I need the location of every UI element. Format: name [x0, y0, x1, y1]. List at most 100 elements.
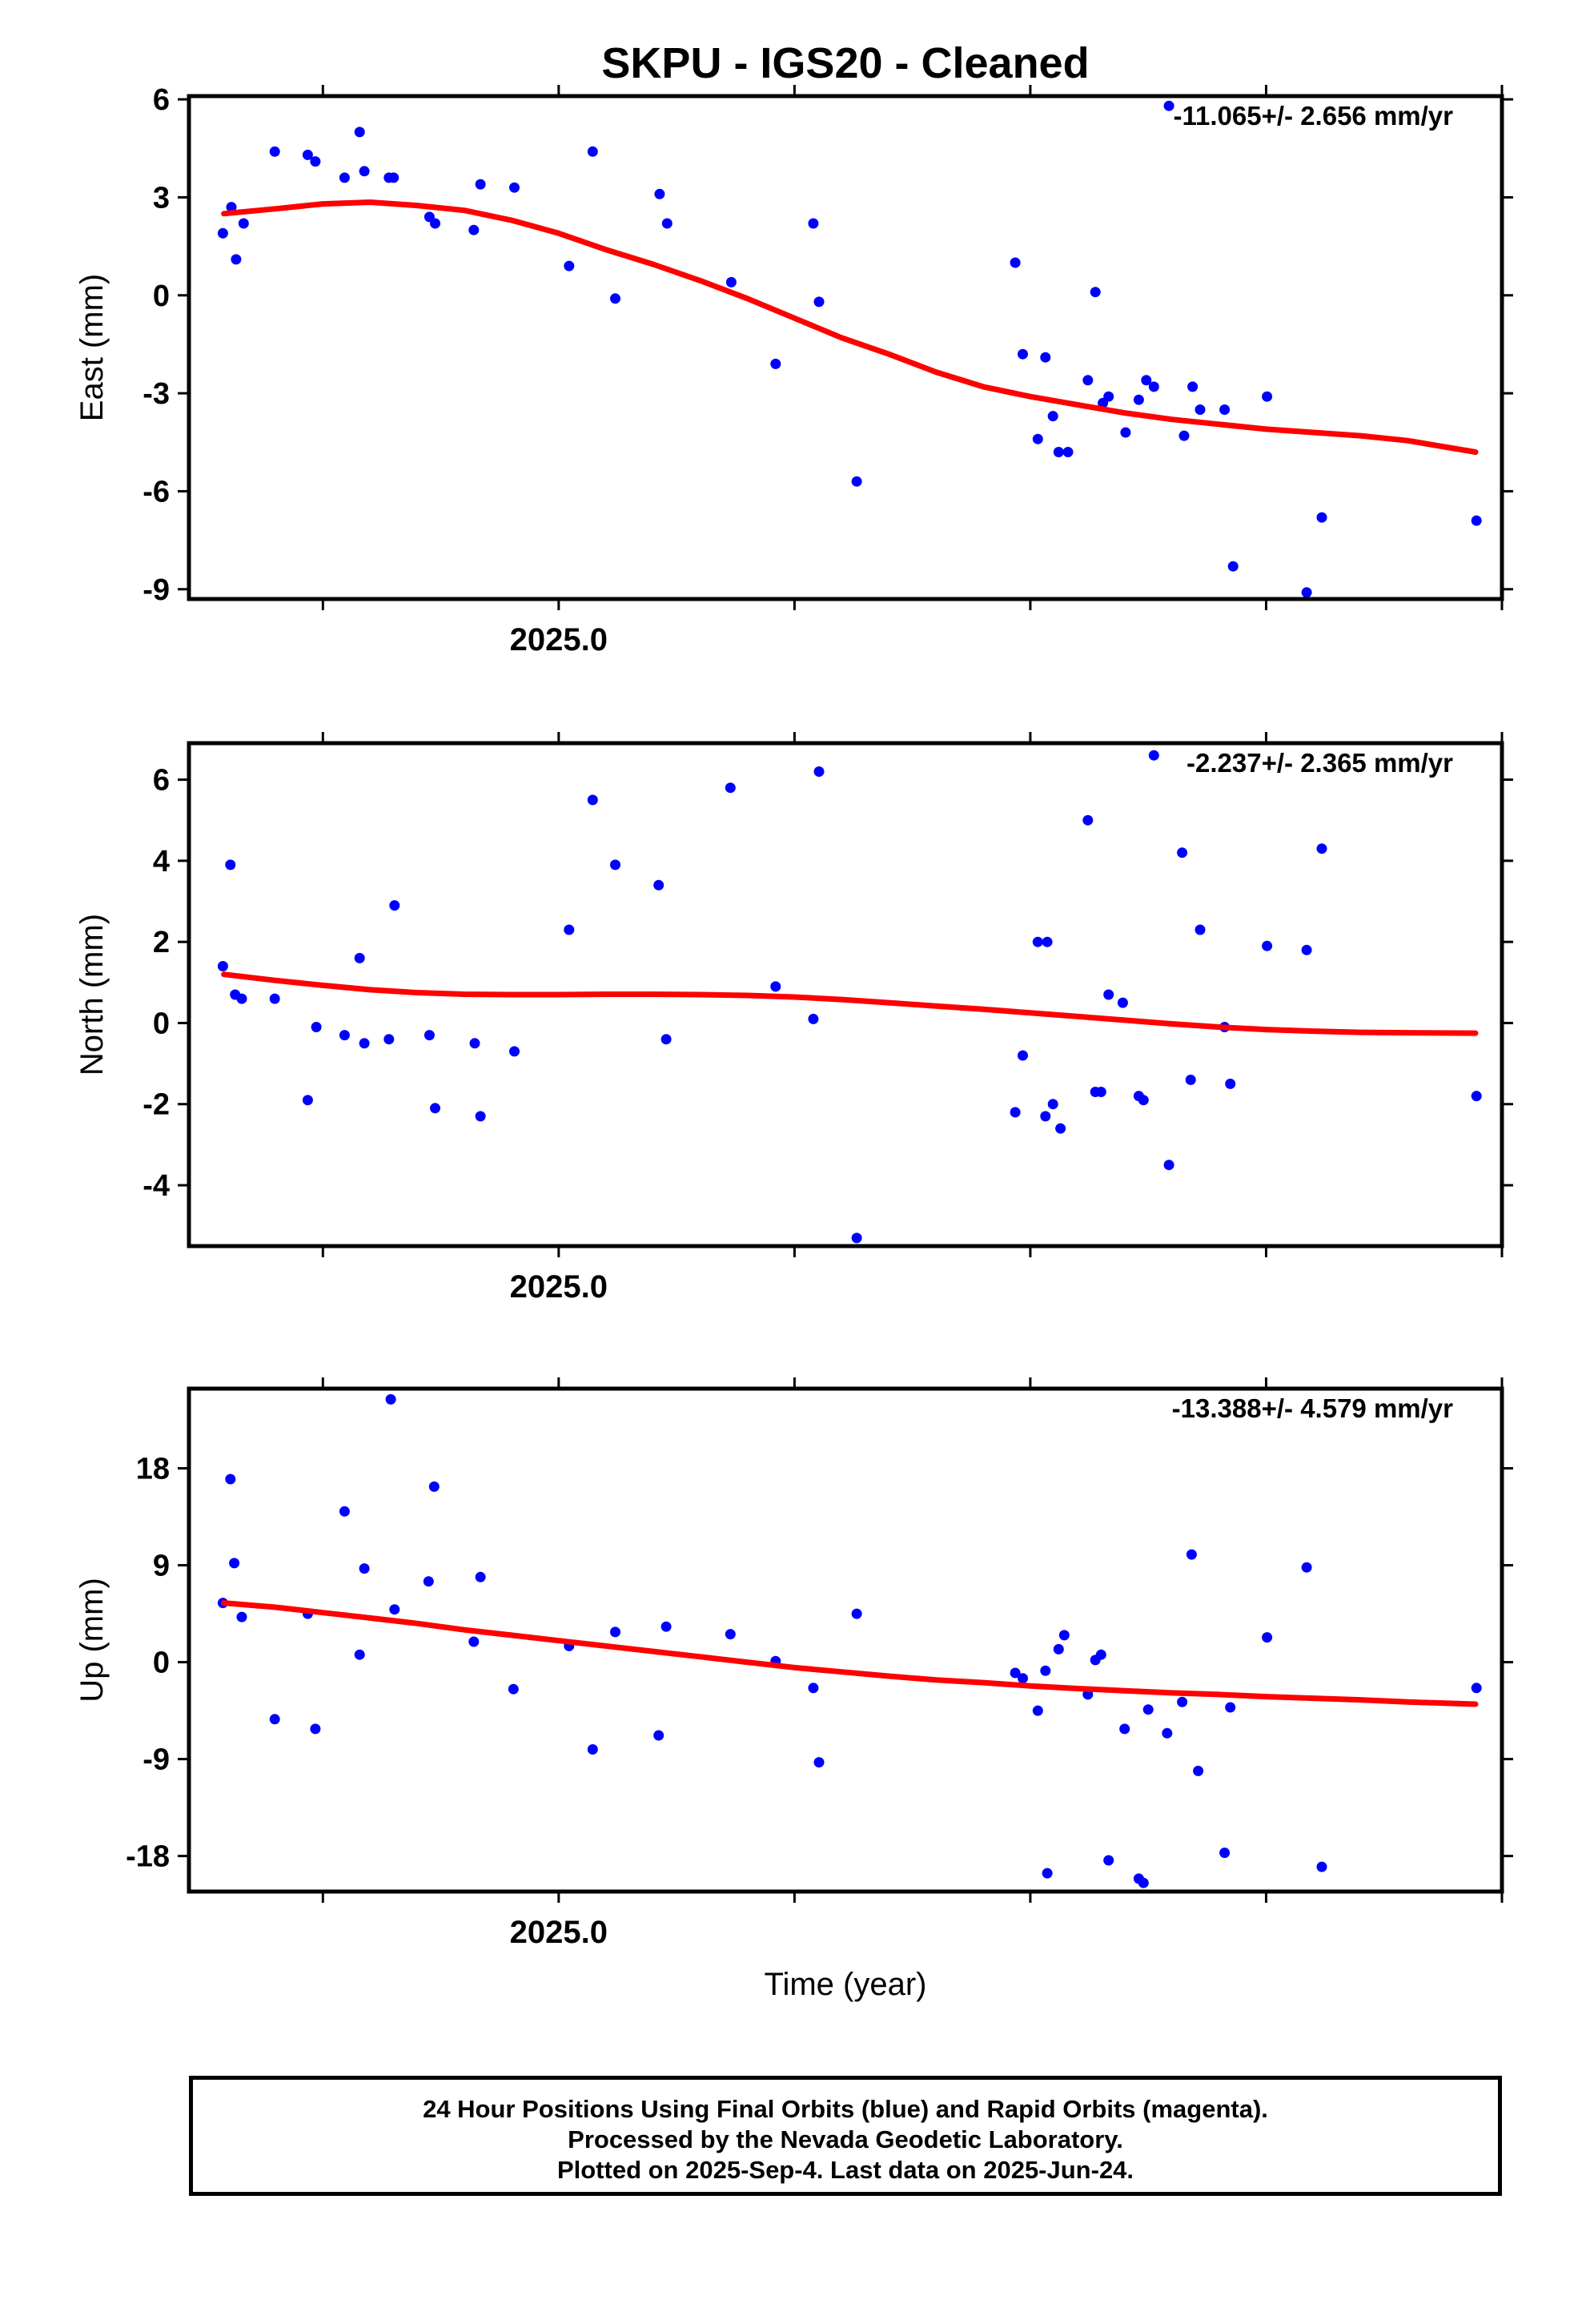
data-point [269, 146, 280, 157]
data-point [1148, 381, 1159, 392]
data-point [1040, 352, 1051, 363]
data-point [1163, 1160, 1174, 1171]
data-point [808, 1013, 819, 1024]
data-point [1219, 404, 1231, 415]
data-point [1120, 427, 1131, 438]
plot-panels: -9 -6 -3 0 3 6 2025.0 East (mm) -11.065+/- 2.656… [74, 83, 1513, 1950]
data-point [468, 1636, 480, 1647]
data-point [339, 172, 350, 183]
data-point [813, 296, 825, 308]
data-point [1042, 1868, 1053, 1879]
data-point [851, 1232, 862, 1244]
data-point [423, 1576, 434, 1587]
data-point [1225, 1702, 1236, 1713]
data-point [1162, 1727, 1173, 1739]
data-point [1032, 433, 1043, 444]
y-tick-label: -9 [143, 573, 170, 607]
data-point [1062, 447, 1074, 457]
y-tick-label: 2 [153, 926, 170, 959]
data-point [661, 1621, 672, 1632]
data-point [354, 1649, 365, 1660]
data-point [1082, 814, 1094, 826]
data-point [354, 127, 365, 138]
data-point [302, 149, 313, 160]
data-point [1262, 1632, 1273, 1643]
data-point [654, 188, 665, 199]
x-tick-label: 2025.0 [510, 1915, 608, 1950]
trend-line [221, 1600, 1479, 1707]
data-point [1042, 936, 1053, 947]
plot-area [217, 750, 1482, 1244]
plot-frame [187, 94, 1504, 601]
data-point [1018, 1050, 1028, 1061]
y-tick-label: -2 [143, 1088, 170, 1122]
data-point [725, 276, 737, 287]
data-point [475, 1111, 486, 1122]
data-point [1185, 1074, 1196, 1085]
x-tick-label: 2025.0 [510, 1269, 608, 1305]
data-point [389, 900, 400, 911]
panel-1: -9 -6 -3 0 3 6 2025.0 East (mm) -11.065+/- 2.656… [74, 83, 1513, 657]
data-point [1053, 1643, 1064, 1655]
data-point [1316, 843, 1327, 854]
data-point [1133, 394, 1144, 405]
x-axis-label: Time (year) [765, 1967, 927, 2002]
data-point [1119, 1723, 1130, 1735]
data-point [1177, 847, 1188, 858]
data-point [225, 1474, 236, 1485]
data-point [813, 766, 825, 777]
data-point [851, 476, 862, 487]
data-point [1103, 1855, 1114, 1866]
data-point [468, 224, 480, 235]
data-point [1010, 257, 1021, 268]
panel-3: -18 -9 0 9 18 2025.0 Up (mm) -13.388+/- 4.579 m… [74, 1377, 1513, 1950]
data-point [587, 146, 598, 157]
y-tick-label: -6 [143, 475, 170, 509]
y-tick-label: 18 [136, 1453, 170, 1486]
data-point [229, 1558, 240, 1569]
data-point [389, 1604, 400, 1615]
data-point [1010, 1667, 1021, 1679]
data-point [725, 1629, 736, 1640]
data-point [1053, 447, 1064, 457]
data-point [1032, 936, 1043, 947]
data-point [354, 952, 365, 963]
y-tick-label: -4 [143, 1169, 170, 1203]
data-point [475, 1571, 486, 1582]
data-point [1040, 1665, 1051, 1676]
data-point [1032, 1705, 1043, 1716]
trend-line [221, 199, 1479, 455]
data-point [1055, 1123, 1066, 1134]
data-point [1219, 1848, 1231, 1859]
data-point [1301, 944, 1312, 955]
data-point [424, 1030, 435, 1041]
data-point [610, 1626, 620, 1638]
data-point [1195, 924, 1206, 935]
data-point [469, 1038, 480, 1049]
data-point [587, 794, 598, 806]
data-point [1047, 1099, 1058, 1110]
data-point [1090, 287, 1101, 298]
caption-line-3: Plotted on 2025-Sep-4. Last data on 2025… [556, 2156, 1134, 2184]
data-point [430, 218, 440, 229]
plot-frame [187, 1386, 1504, 1894]
data-point [1103, 391, 1114, 402]
y-tick-label: 9 [153, 1550, 170, 1583]
data-point [1227, 561, 1239, 572]
data-point [1471, 1091, 1482, 1102]
y-tick-label: 0 [153, 279, 170, 313]
data-point [1018, 348, 1028, 360]
y-tick-label: 6 [153, 83, 170, 117]
data-point [383, 1034, 395, 1045]
data-point [661, 1034, 672, 1045]
data-point [269, 993, 280, 1004]
data-point [236, 993, 247, 1004]
data-point [1058, 1630, 1070, 1641]
data-point [1163, 100, 1174, 111]
data-point [564, 924, 575, 935]
y-tick-label: -9 [143, 1743, 170, 1777]
rate-annotation: -2.237+/- 2.365 mm/yr [1186, 748, 1453, 778]
data-point [808, 218, 819, 229]
data-point [217, 227, 228, 239]
data-point [770, 358, 781, 369]
